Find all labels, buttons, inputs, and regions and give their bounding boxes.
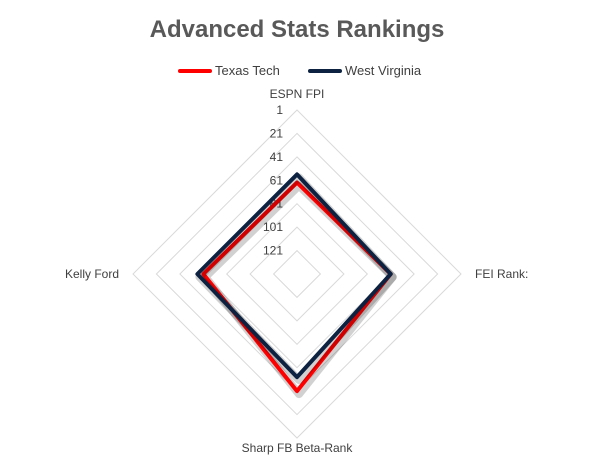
grid-ring [155, 132, 439, 416]
chart-title: Advanced Stats Rankings [150, 16, 445, 43]
grid-ring [225, 202, 369, 346]
axis-label: FEI Rank: [475, 267, 528, 281]
legend-label: Texas Tech [215, 63, 280, 78]
tick-label: 21 [270, 126, 284, 140]
series-shadow [201, 181, 397, 399]
tick-label: 41 [270, 150, 284, 164]
series-line [201, 180, 393, 394]
axis-label: Kelly Ford [65, 267, 119, 281]
tick-label: 61 [270, 173, 284, 187]
series-shadow [195, 173, 397, 385]
tick-label: 1 [276, 103, 283, 117]
series-layer [195, 172, 397, 399]
axis-label: Sharp FB Beta-Rank [242, 441, 354, 455]
series-line [195, 172, 393, 380]
grid-ring [249, 226, 345, 322]
axis-labels: ESPN FPI FEI Rank: Sharp FB Beta-Rank Kelly… [65, 87, 528, 455]
grid-ring [272, 249, 322, 299]
grid-ring [132, 109, 462, 439]
legend: Texas Tech West Virginia [178, 63, 422, 78]
tick-label: 121 [263, 244, 283, 258]
axis-label: ESPN FPI [270, 87, 325, 101]
grid-ring [202, 179, 392, 369]
tick-label: 101 [263, 220, 283, 234]
legend-label: West Virginia [345, 63, 422, 78]
